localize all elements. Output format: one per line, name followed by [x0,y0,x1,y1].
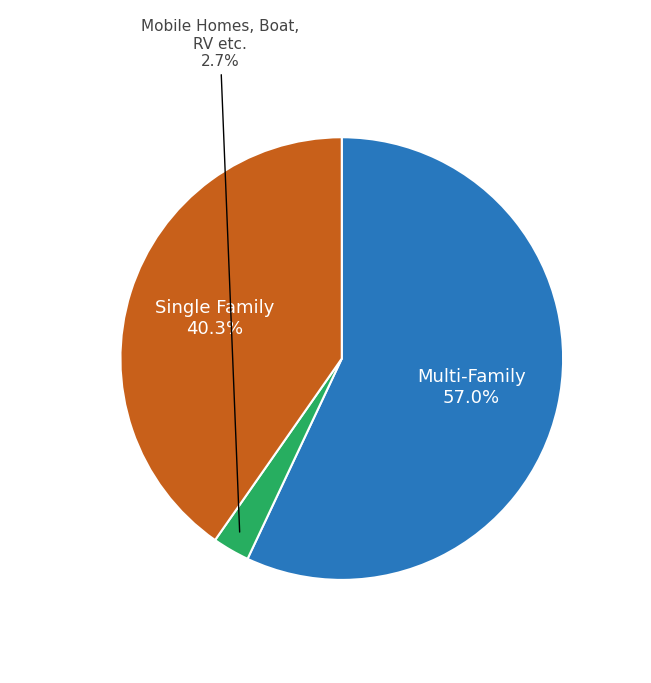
Wedge shape [120,137,342,540]
Text: Single Family
40.3%: Single Family 40.3% [156,299,275,338]
Wedge shape [215,359,342,559]
Text: Multi-Family
57.0%: Multi-Family 57.0% [417,368,526,407]
Text: Mobile Homes, Boat,
RV etc.
2.7%: Mobile Homes, Boat, RV etc. 2.7% [141,19,299,532]
Wedge shape [247,137,563,580]
